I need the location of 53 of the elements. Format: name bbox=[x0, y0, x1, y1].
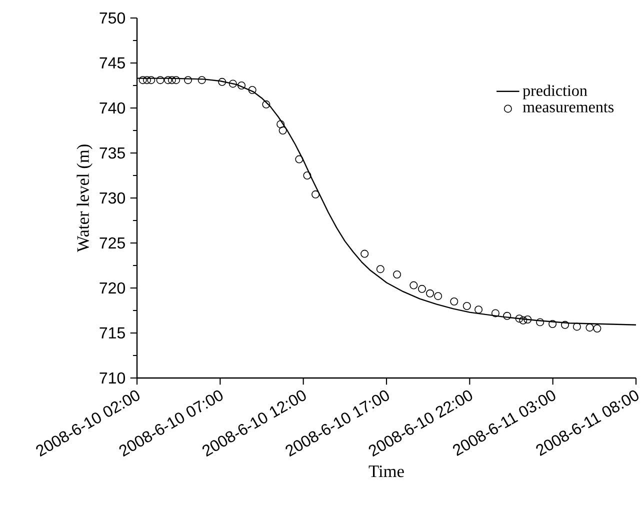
y-tick-label: 735 bbox=[100, 147, 125, 159]
y-tick-label: 710 bbox=[100, 372, 125, 384]
y-tick-label: 750 bbox=[100, 12, 125, 24]
point bbox=[593, 324, 602, 332]
point bbox=[138, 76, 147, 84]
point bbox=[426, 289, 434, 298]
point bbox=[434, 292, 442, 300]
y-tick-label: 725 bbox=[100, 237, 125, 249]
point bbox=[276, 120, 285, 128]
point bbox=[393, 270, 402, 278]
point bbox=[228, 80, 237, 88]
y-tick-label: 715 bbox=[100, 327, 125, 339]
legend-label: prediction bbox=[522, 84, 588, 100]
point bbox=[410, 281, 418, 290]
point bbox=[262, 100, 270, 108]
point bbox=[238, 82, 246, 90]
point bbox=[142, 76, 151, 84]
point bbox=[218, 78, 226, 86]
point bbox=[248, 86, 256, 94]
point bbox=[548, 320, 557, 328]
y-tick-label: 730 bbox=[100, 192, 125, 204]
point bbox=[184, 76, 192, 84]
point bbox=[156, 76, 164, 84]
point bbox=[503, 312, 512, 320]
x-axis-title: Time bbox=[368, 466, 404, 478]
point bbox=[360, 250, 369, 258]
point bbox=[164, 76, 172, 84]
y-tick-label: 740 bbox=[100, 102, 125, 114]
point bbox=[586, 324, 594, 332]
point bbox=[295, 155, 304, 164]
y-tick-label: 720 bbox=[100, 282, 125, 294]
point bbox=[198, 76, 206, 84]
y-axis-title: Water level (m) bbox=[76, 144, 92, 252]
point bbox=[418, 284, 426, 293]
point bbox=[278, 126, 287, 134]
legend-label: measurements bbox=[522, 103, 614, 112]
y-tick-label: 745 bbox=[100, 57, 125, 69]
point bbox=[561, 320, 570, 329]
point bbox=[524, 315, 532, 324]
point bbox=[519, 316, 528, 324]
point bbox=[515, 314, 524, 323]
point bbox=[450, 297, 458, 306]
point bbox=[312, 190, 320, 198]
point bbox=[172, 76, 180, 84]
point bbox=[536, 318, 544, 326]
point bbox=[147, 76, 156, 84]
point bbox=[572, 322, 581, 331]
point bbox=[303, 171, 312, 180]
point bbox=[462, 302, 471, 310]
point bbox=[491, 309, 500, 318]
point bbox=[376, 265, 384, 274]
point bbox=[168, 76, 176, 84]
point bbox=[474, 306, 483, 314]
